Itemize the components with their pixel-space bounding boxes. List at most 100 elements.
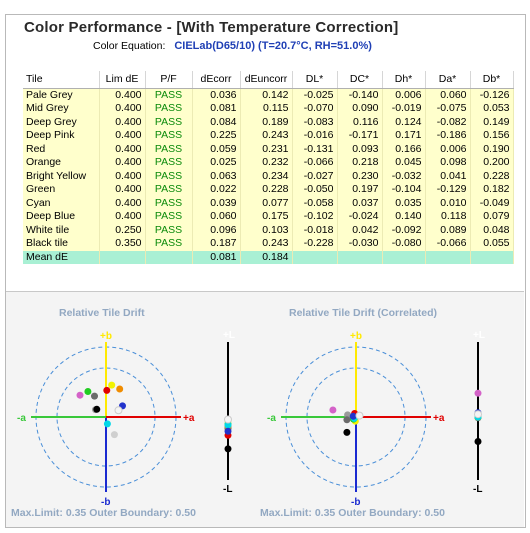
- column-header[interactable]: dEuncorr: [240, 71, 293, 89]
- column-header[interactable]: Lim dE: [99, 71, 146, 89]
- table-row[interactable]: Red 0.400 PASS 0.059 0.231 -0.131 0.093 0.166 0.…: [23, 142, 514, 156]
- drift-point-L: [224, 421, 232, 429]
- table-cell: Mid Grey: [23, 102, 100, 116]
- panel-title: Color Performance - [With Temperature Co…: [20, 19, 404, 36]
- table-row[interactable]: Green 0.400 PASS 0.022 0.228 -0.050 0.197 -0.10…: [23, 183, 514, 197]
- table-cell: [99, 250, 146, 264]
- table-cell: -0.049: [470, 196, 514, 210]
- table-cell: -0.129: [425, 183, 471, 197]
- table-cell: 0.053: [470, 102, 514, 116]
- table-cell: 0.140: [382, 210, 426, 224]
- table-cell: 0.234: [240, 169, 293, 183]
- drift-point-ab: [103, 386, 111, 394]
- table-row[interactable]: Orange 0.400 PASS 0.025 0.232 -0.066 0.218 0.04…: [23, 156, 514, 170]
- table-cell: 0.060: [192, 210, 241, 224]
- table-cell: 0.081: [192, 250, 241, 264]
- plot-title-relative-drift: Relative Tile Drift: [59, 307, 145, 319]
- table-cell: 0.098: [425, 156, 471, 170]
- table-cell: 0.350: [99, 237, 146, 251]
- table-cell: -0.024: [337, 210, 383, 224]
- table-cell: Deep Grey: [23, 115, 100, 129]
- plot-footer-relative-drift: Max.Limit: 0.35 Outer Boundary: 0.50: [11, 507, 196, 519]
- table-cell: -0.082: [425, 115, 471, 129]
- table-row[interactable]: Deep Blue 0.400 PASS 0.060 0.175 -0.102 -0.024…: [23, 210, 514, 224]
- color-equation-value: CIELab(D65/10) (T=20.7°C, RH=51.0%): [174, 40, 372, 52]
- table-cell: PASS: [145, 223, 193, 237]
- table-cell: PASS: [145, 169, 193, 183]
- table-cell: Orange: [23, 156, 100, 170]
- table-cell: 0.045: [382, 156, 426, 170]
- table-cell: -0.032: [382, 169, 426, 183]
- drift-point-L: [224, 415, 232, 424]
- table-cell: PASS: [145, 115, 193, 129]
- table-cell: Green: [23, 183, 100, 197]
- axis-label-plus-a: +a: [433, 413, 445, 424]
- table-cell: 0.230: [337, 169, 383, 183]
- table-cell: -0.083: [292, 115, 338, 129]
- table-cell: White tile: [23, 223, 100, 237]
- column-header[interactable]: Tile: [23, 71, 100, 89]
- table-cell: -0.140: [337, 88, 383, 102]
- table-cell: Cyan: [23, 196, 100, 210]
- table-cell: 0.228: [240, 183, 293, 197]
- table-cell: 0.400: [99, 169, 146, 183]
- table-row[interactable]: Cyan 0.400 PASS 0.039 0.077 -0.058 0.037 0.035 0…: [23, 196, 514, 210]
- table-cell: 0.187: [192, 237, 241, 251]
- axis-label-minus-b: -b: [101, 497, 110, 508]
- table-cell: PASS: [145, 129, 193, 143]
- table-cell: Deep Pink: [23, 129, 100, 143]
- table-cell: 0.036: [192, 88, 241, 102]
- table-row[interactable]: Bright Yellow 0.400 PASS 0.063 0.234 -0.027 0.…: [23, 169, 514, 183]
- table-cell: [292, 250, 338, 264]
- table-cell: 0.149: [470, 115, 514, 129]
- plot-footer-correlated-drift: Max.Limit: 0.35 Outer Boundary: 0.50: [260, 507, 445, 519]
- column-header[interactable]: P/F: [145, 71, 193, 89]
- drift-point-ab: [103, 420, 111, 428]
- table-cell: -0.018: [292, 223, 338, 237]
- drift-point-L: [474, 438, 482, 445]
- table-cell: 0.089: [425, 223, 471, 237]
- table-cell: PASS: [145, 196, 193, 210]
- table-cell: 0.059: [192, 142, 241, 156]
- table-cell: 0.156: [470, 129, 514, 143]
- table-cell: 0.400: [99, 88, 146, 102]
- drift-point-ab: [84, 388, 92, 395]
- drift-point-ab: [93, 405, 101, 413]
- column-header[interactable]: DL*: [292, 71, 338, 89]
- table-row[interactable]: Black tile 0.350 PASS 0.187 0.243 -0.228 -0.03…: [23, 237, 514, 251]
- drift-point-ab: [91, 392, 98, 400]
- table-cell: PASS: [145, 183, 193, 197]
- column-header[interactable]: Da*: [425, 71, 471, 89]
- table-cell: 0.225: [192, 129, 241, 143]
- table-row[interactable]: Pale Grey 0.400 PASS 0.036 0.142 -0.025 -0.140…: [23, 88, 514, 102]
- table-cell: -0.228: [292, 237, 338, 251]
- drift-point-ab: [108, 381, 116, 389]
- drift-point-ab: [329, 406, 337, 414]
- table-row[interactable]: Deep Grey 0.400 PASS 0.084 0.189 -0.083 0.116 0…: [23, 115, 514, 129]
- table-cell: 0.118: [425, 210, 471, 224]
- drift-point-L: [474, 410, 482, 419]
- column-header[interactable]: dEcorr: [192, 71, 241, 89]
- table-cell: 0.182: [470, 183, 514, 197]
- drift-point-L: [224, 445, 232, 453]
- table-cell: 0.025: [192, 156, 241, 170]
- table-row[interactable]: Deep Pink 0.400 PASS 0.225 0.243 -0.016 -0.171…: [23, 129, 514, 143]
- table-cell: -0.075: [425, 102, 471, 116]
- table-cell: -0.080: [382, 237, 426, 251]
- table-cell: [382, 250, 426, 264]
- axis-label-plus-L: +L: [223, 330, 235, 341]
- column-header[interactable]: DC*: [337, 71, 383, 89]
- table-row[interactable]: White tile 0.250 PASS 0.096 0.103 -0.018 0.042…: [23, 223, 514, 237]
- column-header[interactable]: Db*: [470, 71, 514, 89]
- column-header[interactable]: Dh*: [382, 71, 426, 89]
- table-row[interactable]: Mid Grey 0.400 PASS 0.081 0.115 -0.070 0.090 -0…: [23, 102, 514, 116]
- table-cell: PASS: [145, 156, 193, 170]
- mean-de-row[interactable]: Mean dE 0.081 0.184: [23, 250, 514, 264]
- table-cell: 0.166: [382, 142, 426, 156]
- table-cell: 0.093: [337, 142, 383, 156]
- table-cell: 0.231: [240, 142, 293, 156]
- table-cell: PASS: [145, 142, 193, 156]
- table-cell: PASS: [145, 102, 193, 116]
- table-cell: Mean dE: [23, 250, 100, 264]
- table-cell: -0.050: [292, 183, 338, 197]
